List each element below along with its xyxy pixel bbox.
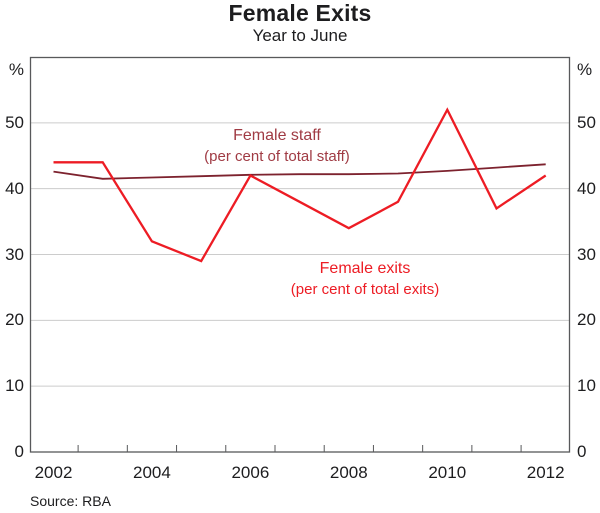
y-tick-label-left-10: 10 — [5, 376, 24, 396]
y-tick-label-left-0: 0 — [14, 442, 24, 461]
y-tick-label-right-30: 30 — [577, 244, 596, 264]
annotation-female-exits-line1: Female exits — [319, 260, 411, 277]
y-tick-label-right-50: 50 — [577, 112, 596, 132]
annotation-female-staff: Female staff (per cent of total staff) — [117, 125, 437, 167]
annotation-female-exits: Female exits (per cent of total exits) — [205, 258, 525, 300]
y-tick-label-right-20: 20 — [577, 310, 596, 330]
y-tick-label-left-40: 40 — [5, 178, 24, 198]
y-tick-label-right-40: 40 — [577, 178, 596, 198]
x-tick-label-2012: 2012 — [526, 463, 565, 482]
chart-subtitle: Year to June — [252, 26, 348, 45]
x-tick-label-2004: 2004 — [133, 463, 171, 482]
y-axis-unit-left: % — [8, 60, 24, 79]
annotation-female-staff-line2: (per cent of total staff) — [204, 148, 350, 165]
y-tick-label-left-30: 30 — [5, 244, 24, 264]
y-axis-unit-right: % — [577, 60, 593, 79]
x-tick-label-2006: 2006 — [231, 463, 270, 482]
source-note: Source: RBA — [30, 493, 111, 509]
series-lines — [53, 107, 547, 263]
series-line-female-staff — [53, 163, 546, 180]
series-line-female-exits — [53, 107, 547, 263]
x-tick-label-2002: 2002 — [34, 463, 73, 482]
plot-frame — [29, 56, 571, 453]
y-tick-label-right-0: 0 — [577, 442, 587, 461]
y-tick-label-left-20: 20 — [5, 310, 24, 330]
chart-title: Female Exits — [228, 0, 372, 26]
y-tick-label-right-10: 10 — [577, 376, 596, 396]
x-tick-label-2008: 2008 — [329, 463, 368, 482]
annotation-female-staff-line1: Female staff — [233, 127, 321, 144]
x-tick-label-2010: 2010 — [428, 463, 467, 482]
annotation-female-exits-line2: (per cent of total exits) — [290, 281, 440, 298]
x-axis-ticks — [77, 445, 522, 452]
y-tick-label-left-50: 50 — [5, 112, 24, 132]
